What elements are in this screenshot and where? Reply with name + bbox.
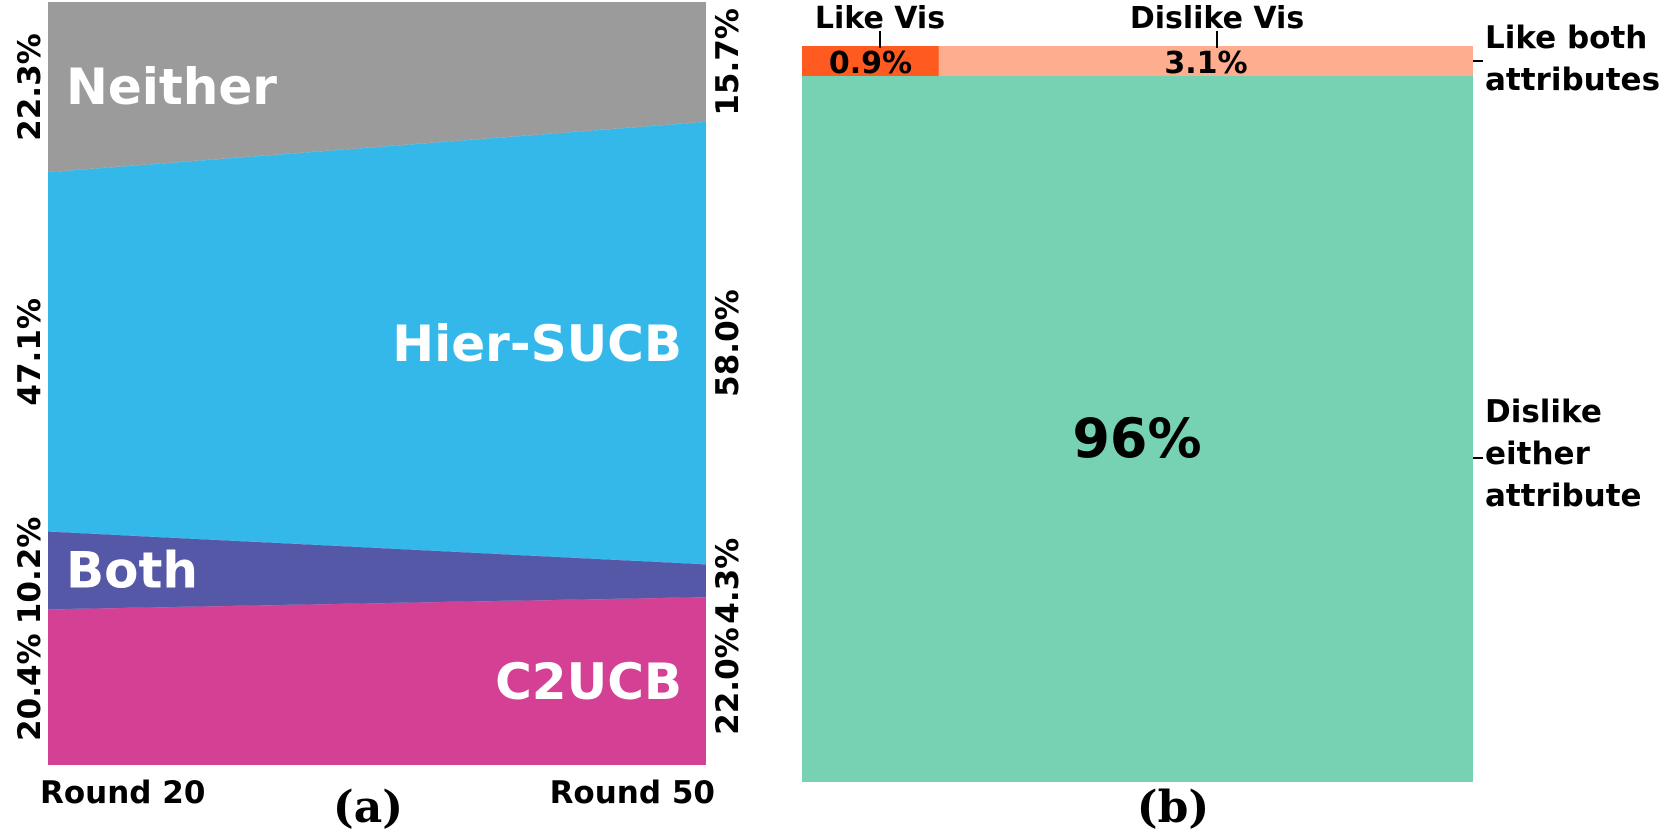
side-label-dislike-either: either xyxy=(1485,436,1591,472)
area-band-both xyxy=(48,531,706,610)
x-tick-label-round20: Round 20 xyxy=(40,775,205,811)
series-label-hier-sucb: Hier-SUCB xyxy=(392,315,682,373)
value-label-round50: 22.0% xyxy=(710,627,746,735)
value-label-round50: 15.7% xyxy=(710,8,746,116)
area-band-neither xyxy=(48,2,706,173)
side-label-dislike-either: attribute xyxy=(1485,478,1642,514)
series-label-both: Both xyxy=(66,541,198,599)
bar-segment-dislike-vis xyxy=(938,46,1473,76)
value-label-round20: 20.4% xyxy=(12,633,48,741)
value-label-round20: 47.1% xyxy=(12,298,48,406)
area-band-hier-sucb xyxy=(48,121,706,565)
area-band-c2ucb xyxy=(48,597,706,765)
value-label-round20: 22.3% xyxy=(12,33,48,141)
panel-caption-a: (a) xyxy=(333,782,403,833)
value-label-round50: 4.3% xyxy=(710,538,746,624)
segment-top-label: Dislike Vis xyxy=(1130,1,1304,36)
panel-a-stacked-area: C2UCB Both Hier-SUCB Neither 20.4% 22.0% 10.2%… xyxy=(12,2,746,833)
value-label-round50: 58.0% xyxy=(710,289,746,397)
panel-caption-b: (b) xyxy=(1137,782,1209,833)
segment-top-label: Like Vis xyxy=(815,1,945,36)
main-value-label: 96% xyxy=(1072,407,1201,470)
side-label-like-both: attributes xyxy=(1485,62,1660,98)
segment-value-label: 0.9% xyxy=(829,46,912,81)
segment-value-label: 3.1% xyxy=(1164,46,1247,81)
bar-segment-like-vis xyxy=(802,46,939,76)
series-label-c2ucb: C2UCB xyxy=(495,653,682,711)
side-label-like-both: Like both xyxy=(1485,20,1647,56)
side-label-dislike-either: Dislike xyxy=(1485,394,1602,430)
value-label-round20: 10.2% xyxy=(12,517,48,625)
series-label-neither: Neither xyxy=(66,58,277,116)
x-tick-label-round50: Round 50 xyxy=(550,775,715,811)
bar-main-dislike-either xyxy=(802,76,1473,782)
panel-b-bar: 0.9% Like Vis 3.1% Dislike Vis 96% Like both a… xyxy=(802,1,1660,833)
